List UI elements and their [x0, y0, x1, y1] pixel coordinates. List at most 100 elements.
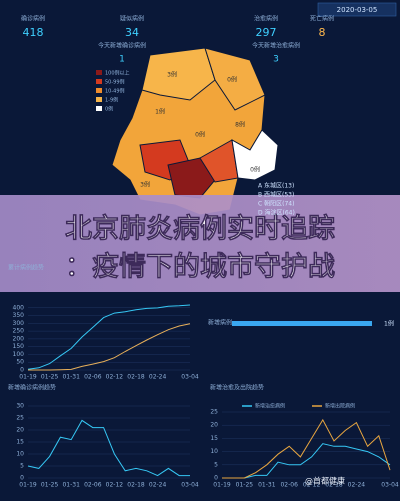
today-label: 今天新增确诊病例: [98, 42, 146, 50]
today-label: 今天新增治愈病例: [252, 42, 300, 50]
y-tick-label: 200: [13, 335, 25, 342]
district-label: 0例: [250, 166, 260, 174]
progress-bar: [232, 321, 372, 326]
watermark: @首都健康: [305, 476, 345, 486]
x-tick-label: 02-18: [127, 374, 145, 381]
series-line: [222, 418, 391, 479]
x-tick-label: 01-19: [19, 374, 37, 381]
x-tick-label: 01-25: [41, 482, 59, 489]
x-tick-label: 01-31: [62, 482, 80, 489]
y-tick-label: 350: [13, 312, 25, 319]
legend-label: 0例: [105, 106, 113, 113]
chart-title: 累计病例趋势: [8, 264, 44, 272]
series-line: [28, 323, 191, 371]
map-region: [167, 157, 216, 199]
y-tick-label: 25: [210, 409, 218, 416]
progress-value: 1例: [384, 320, 394, 328]
today-value: 1: [119, 55, 125, 65]
map-region: [231, 129, 279, 181]
stat-value: 8: [319, 26, 326, 39]
y-tick-label: 250: [13, 328, 25, 335]
legend-label: 新增治愈病例: [255, 403, 285, 410]
district-list-item: A 东城区(13): [258, 182, 294, 190]
map: [111, 47, 279, 216]
headline: 北京肺炎病例实时追踪: [65, 213, 335, 245]
legend-swatch: [96, 106, 102, 111]
series-line: [27, 419, 190, 477]
y-tick-label: 15: [16, 439, 24, 446]
chart-title: 新增治愈及出院趋势: [210, 384, 264, 392]
x-tick-label: 02-18: [127, 482, 145, 489]
y-tick-label: 50: [16, 359, 24, 366]
x-tick-label: 01-25: [41, 374, 59, 381]
x-tick-label: 02-06: [84, 482, 102, 489]
x-tick-label: 01-19: [213, 482, 231, 489]
y-tick-label: 150: [13, 343, 25, 350]
y-tick-label: 20: [16, 427, 24, 434]
legend-label: 100例以上: [105, 70, 130, 77]
stat-label: 疑似病例: [120, 15, 144, 23]
series-line: [222, 443, 391, 479]
x-tick-label: 02-12: [303, 482, 321, 489]
x-tick-label: 03-04: [181, 482, 199, 489]
y-tick-label: 100: [13, 351, 25, 358]
x-tick-label: 02-12: [106, 482, 124, 489]
stat-value: 297: [256, 26, 277, 39]
stat-value: 418: [23, 26, 44, 39]
district-label: 8例: [235, 121, 245, 129]
y-tick-label: 5: [214, 461, 218, 468]
y-tick-label: 30: [16, 403, 24, 410]
district-label: 1例: [155, 108, 165, 116]
y-tick-label: 400: [13, 304, 25, 311]
legend-swatch: [96, 97, 102, 102]
map-region: [204, 47, 266, 111]
y-tick-label: 25: [16, 415, 24, 422]
date: 2020-03-05: [337, 6, 378, 14]
x-tick-label: 02-24: [348, 482, 366, 489]
legend-swatch: [96, 88, 102, 93]
x-tick-label: 02-06: [84, 374, 102, 381]
series-line: [27, 304, 191, 370]
x-tick-label: 01-31: [62, 374, 80, 381]
x-tick-label: 01-31: [258, 482, 276, 489]
district-list-item: D 海淀区(64): [258, 209, 295, 217]
stat-label: 治愈病例: [254, 15, 278, 23]
y-tick-label: 5: [20, 463, 24, 470]
x-tick-label: 01-19: [19, 482, 37, 489]
legend-label: 1-9例: [105, 97, 118, 104]
chart-title: 新增确诊病例趋势: [8, 384, 56, 392]
legend-swatch: [96, 70, 102, 75]
district-list-item: B 西城区(53): [258, 192, 294, 199]
y-tick-label: 0: [20, 367, 24, 374]
legend-label: 10-49例: [105, 88, 125, 95]
x-tick-label: 02-18: [325, 482, 343, 489]
y-tick-label: 0: [20, 475, 24, 482]
district-label: 0例: [227, 76, 237, 84]
legend-swatch: [96, 79, 102, 84]
x-tick-label: 02-24: [149, 374, 167, 381]
district-label: 3例: [140, 181, 150, 189]
district-list-item: C 朝阳区(74): [258, 200, 294, 208]
legend-label: 新增出院病例: [325, 403, 355, 410]
progress-label: 新增病例: [208, 319, 232, 327]
x-tick-label: 03-04: [181, 374, 199, 381]
y-tick-label: 15: [210, 435, 218, 442]
stat-label: 死亡病例: [310, 15, 334, 23]
x-tick-label: 01-25: [236, 482, 254, 489]
district-label: 3例: [167, 71, 177, 79]
y-tick-label: 300: [13, 320, 25, 327]
stat-value: 34: [125, 26, 139, 39]
x-tick-label: 02-12: [106, 374, 124, 381]
headline-band: [0, 195, 400, 292]
legend-label: 50-99例: [105, 79, 125, 86]
today-value: 3: [273, 55, 279, 65]
district-label: 0例: [195, 131, 205, 139]
date-box: [317, 2, 397, 17]
y-tick-label: 0: [214, 475, 218, 482]
x-tick-label: 02-06: [280, 482, 298, 489]
headline: ：疫情下的城市守护战: [65, 251, 335, 283]
stat-label: 确诊病例: [21, 15, 45, 23]
y-tick-label: 10: [16, 451, 24, 458]
